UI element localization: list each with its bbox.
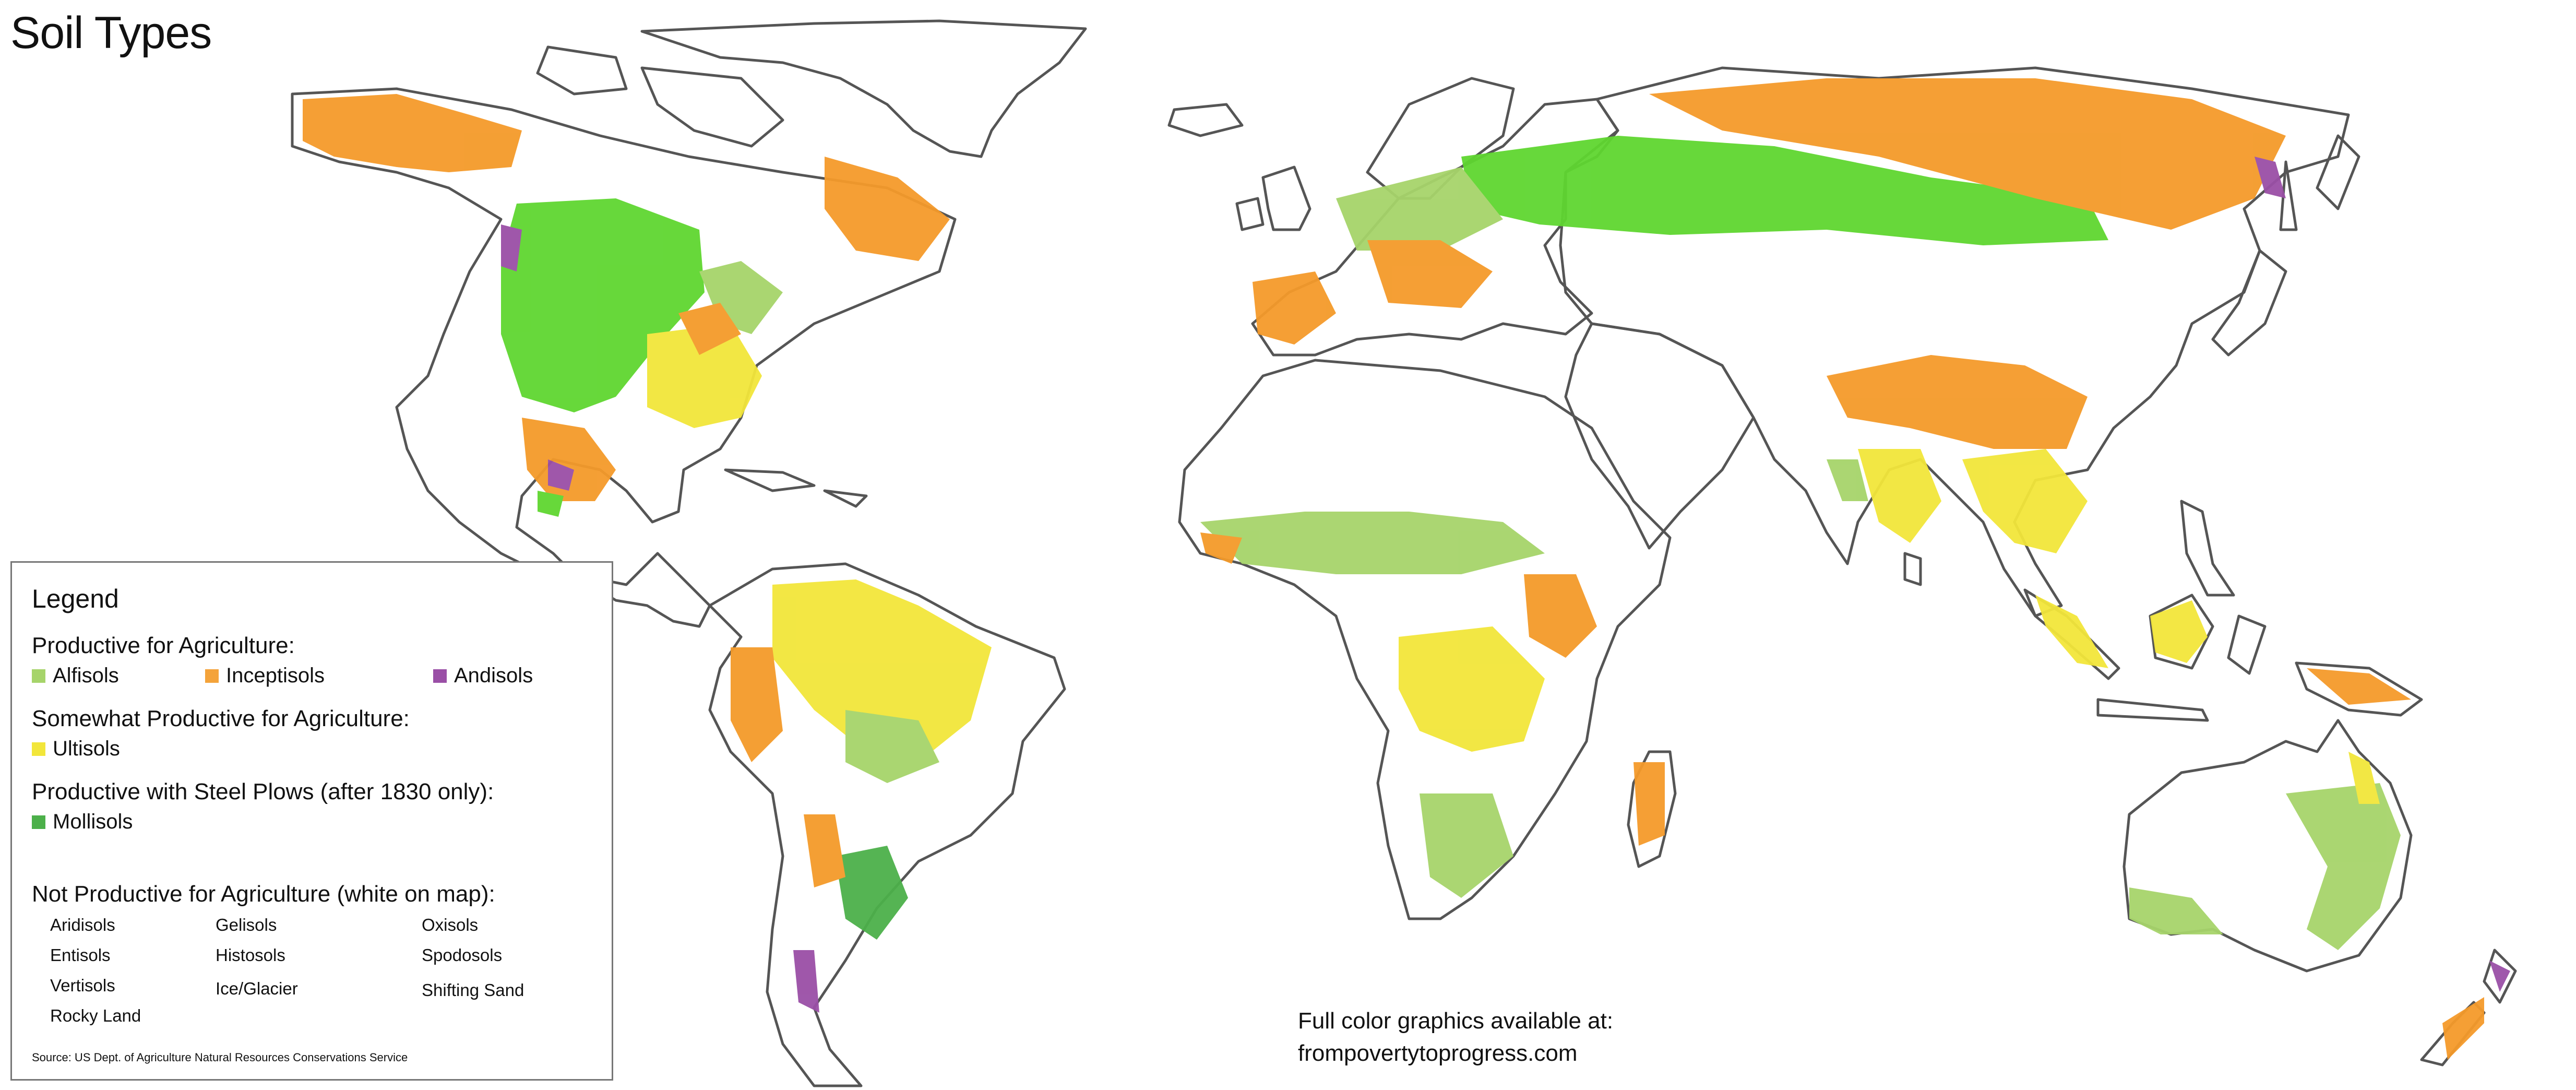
soil-patch <box>678 303 741 355</box>
arctic-islands-outline <box>536 45 784 148</box>
legend-item-label: Ultisols <box>53 737 120 760</box>
soil-patch <box>1367 240 1493 308</box>
soil-patch <box>1633 762 1665 846</box>
soil-patch <box>2442 997 2484 1060</box>
credit-line-1: Full color graphics available at: <box>1298 1008 1614 1034</box>
not-productive-item: Rocky Land <box>50 1006 141 1025</box>
soil-patch <box>1461 136 2108 245</box>
legend-item-label: Andisols <box>454 664 533 687</box>
soil-patch <box>2348 752 2380 804</box>
soil-patch <box>538 491 564 517</box>
not-productive-item: Spodosols <box>422 945 503 965</box>
philippines-outline <box>2180 500 2235 597</box>
soil-patch <box>1399 626 1545 752</box>
soil-patch <box>772 579 992 762</box>
soil-patch <box>2489 961 2510 992</box>
legend-item-inceptisols: Inceptisols <box>205 664 325 688</box>
middle-east-outline <box>1564 322 1755 550</box>
soil-patch <box>793 950 819 1013</box>
soil-patch <box>501 198 705 412</box>
not-productive-item: Aridisols <box>50 915 115 934</box>
credit: Full color graphics available at: frompo… <box>1298 1005 1613 1070</box>
caribbean-outline <box>724 468 868 508</box>
british-isles-outline <box>1235 165 1311 231</box>
alfisols-swatch <box>32 669 45 683</box>
legend-item-label: Mollisols <box>53 810 133 833</box>
central-america-outline <box>573 552 711 628</box>
ultisols-swatch <box>32 742 45 756</box>
soil-patch <box>647 324 762 428</box>
legend-group-steel-plows: Productive with Steel Plows (after 1830 … <box>32 779 494 804</box>
soil-patch <box>1962 449 2088 553</box>
soil-patch <box>1858 449 1941 543</box>
legend-item-alfisols: Alfisols <box>32 664 119 688</box>
new-guinea-outline <box>2295 661 2423 717</box>
soil-patch <box>1827 355 2088 449</box>
soil-patch <box>2035 595 2108 668</box>
soil-patch <box>804 814 845 887</box>
soil-patch <box>835 846 908 940</box>
soil-patch <box>522 418 616 501</box>
soil-patch <box>2129 887 2223 934</box>
andisols-swatch <box>433 669 447 683</box>
not-productive-item: Gelisols <box>216 915 277 934</box>
mollisols-swatch <box>32 815 45 829</box>
map-title: Soil Types <box>10 8 212 58</box>
inceptisols-swatch <box>205 669 219 683</box>
soil-patch <box>1200 532 1242 564</box>
not-productive-item: Entisols <box>50 945 111 965</box>
soil-patch <box>845 710 939 783</box>
legend-item-ultisols: Ultisols <box>32 737 120 761</box>
legend-item-andisols: Andisols <box>433 664 533 688</box>
soil-patch <box>731 647 783 762</box>
soil-patch <box>2286 783 2401 950</box>
not-productive-item: Vertisols <box>50 976 115 995</box>
soil-patch <box>1524 574 1597 658</box>
soil-patch <box>1420 793 1513 898</box>
japan-outline <box>2211 249 2287 357</box>
soil-patch <box>1200 512 1545 574</box>
soil-patch <box>303 94 522 172</box>
indonesia-outline <box>2023 588 2267 722</box>
soil-patch <box>825 157 950 261</box>
legend-item-label: Inceptisols <box>226 664 325 687</box>
legend-item-label: Alfisols <box>53 664 119 687</box>
soil-patch <box>1253 271 1336 345</box>
madagascar-outline <box>1627 750 1677 868</box>
legend-group-not-productive: Not Productive for Agriculture (white on… <box>32 881 495 907</box>
not-productive-item: Oxisols <box>422 915 479 934</box>
soil-patch <box>548 459 574 491</box>
africa-outline <box>1178 359 1672 920</box>
soil-patch <box>2307 668 2411 705</box>
legend: Legend Productive for Agriculture: Alfis… <box>10 561 613 1081</box>
iceland-outline <box>1167 103 1244 137</box>
source-note: Source: US Dept. of Agriculture Natural … <box>32 1051 408 1064</box>
kamchatka-outline <box>2279 134 2360 231</box>
legend-group-somewhat-productive: Somewhat Productive for Agriculture: <box>32 706 410 731</box>
soil-patch <box>1649 78 2286 230</box>
not-productive-item: Shifting Sand <box>422 980 524 1000</box>
legend-group-productive: Productive for Agriculture: <box>32 633 295 658</box>
soil-patch <box>1336 167 1503 251</box>
legend-item-mollisols: Mollisols <box>32 810 133 834</box>
soil-patch <box>2150 600 2208 663</box>
credit-line-2: frompovertytoprogress.com <box>1298 1040 1578 1066</box>
greenland-outline <box>640 19 1087 158</box>
soil-patch <box>501 224 522 271</box>
soil-patch <box>1827 459 1868 501</box>
legend-heading: Legend <box>32 584 119 613</box>
soil-patch <box>2255 157 2286 198</box>
sri-lanka-outline <box>1903 552 1922 586</box>
not-productive-item: Histosols <box>216 945 285 965</box>
not-productive-item: Ice/Glacier <box>216 979 298 998</box>
